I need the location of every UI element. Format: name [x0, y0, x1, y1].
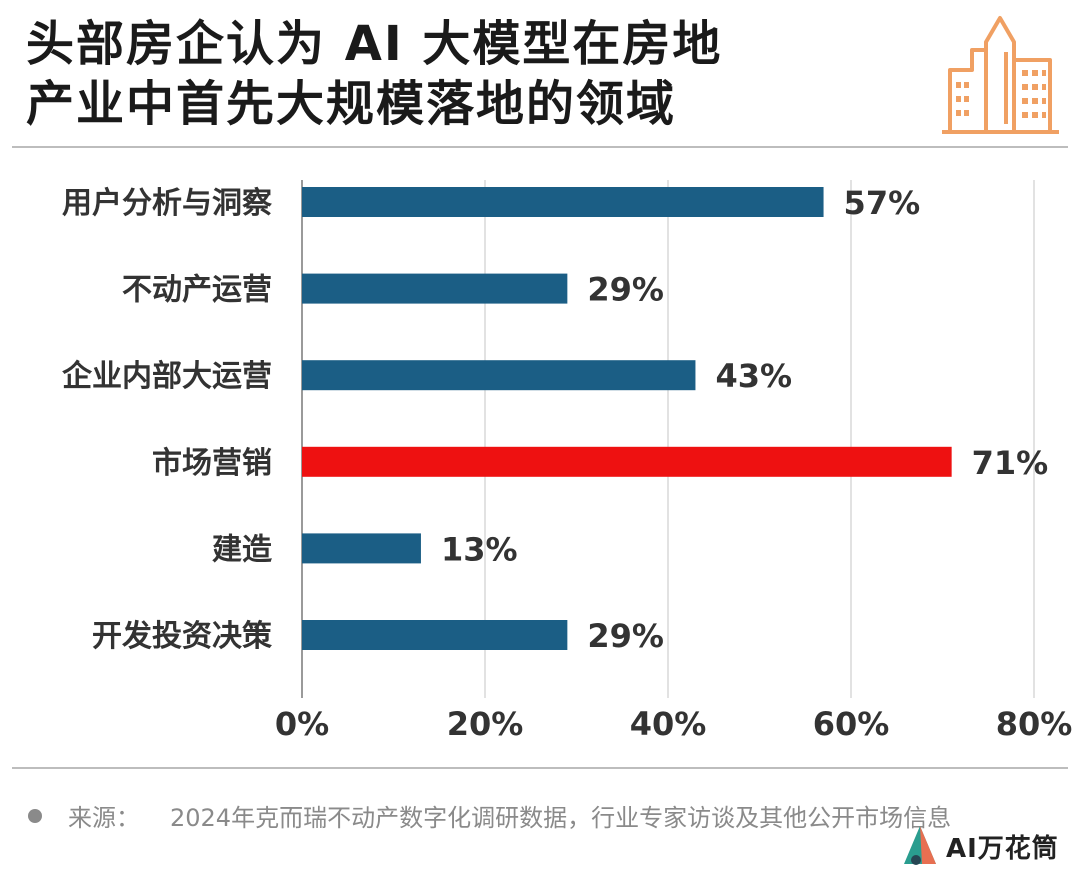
title-line-1: 头部房企认为 AI 大模型在房地	[26, 16, 723, 72]
x-tick-label: 0%	[275, 705, 329, 743]
category-label: 市场营销	[152, 446, 272, 481]
chart-title: 头部房企认为 AI 大模型在房地 产业中首先大规模落地的领域	[26, 14, 722, 134]
value-label: 43%	[715, 357, 792, 395]
grid-lines	[301, 180, 1035, 698]
bar-chart: 0% 20% 40% 60% 80% 用户分析与洞察 57% 不动产运营 29% 企业内部大运营 4…	[62, 180, 1072, 743]
bar	[302, 273, 568, 304]
bar	[302, 187, 824, 217]
category-label: 建造	[212, 532, 272, 567]
bars	[302, 187, 952, 650]
building-icon	[942, 16, 1059, 134]
category-label: 用户分析与洞察	[62, 186, 273, 221]
category-label: 开发投资决策	[92, 619, 272, 654]
bar	[302, 620, 568, 650]
x-tick-label: 40%	[630, 705, 707, 743]
source-label: 来源：	[68, 804, 140, 832]
x-tick-label: 60%	[813, 705, 890, 743]
brand-text: AI万花筒	[946, 833, 1059, 864]
category-label: 企业内部大运营	[62, 359, 272, 394]
labels: 0% 20% 40% 60% 80% 用户分析与洞察 57% 不动产运营 29% 企业内部大运营 4…	[62, 184, 1072, 743]
brand-logo-icon	[904, 826, 936, 865]
bullet-icon	[28, 808, 42, 823]
value-label: 13%	[441, 530, 518, 568]
value-label: 29%	[587, 271, 664, 309]
value-label: 57%	[844, 184, 921, 222]
value-label: 71%	[972, 444, 1049, 482]
bar	[302, 533, 421, 564]
bar	[302, 360, 696, 391]
value-label: 29%	[587, 617, 664, 655]
bar	[302, 446, 952, 477]
top-divider	[12, 146, 1068, 148]
source-note: 来源： 2024年克而瑞不动产数字化调研数据，行业专家访谈及其他公开市场信息	[28, 798, 951, 833]
x-tick-label: 80%	[996, 705, 1073, 743]
title-line-2: 产业中首先大规模落地的领域	[26, 76, 677, 132]
bottom-divider	[12, 767, 1068, 769]
category-label: 不动产运营	[122, 273, 272, 308]
brand-logo: AI万花筒	[900, 822, 1059, 870]
source-text: 2024年克而瑞不动产数字化调研数据，行业专家访谈及其他公开市场信息	[170, 804, 952, 832]
x-tick-label: 20%	[447, 705, 524, 743]
